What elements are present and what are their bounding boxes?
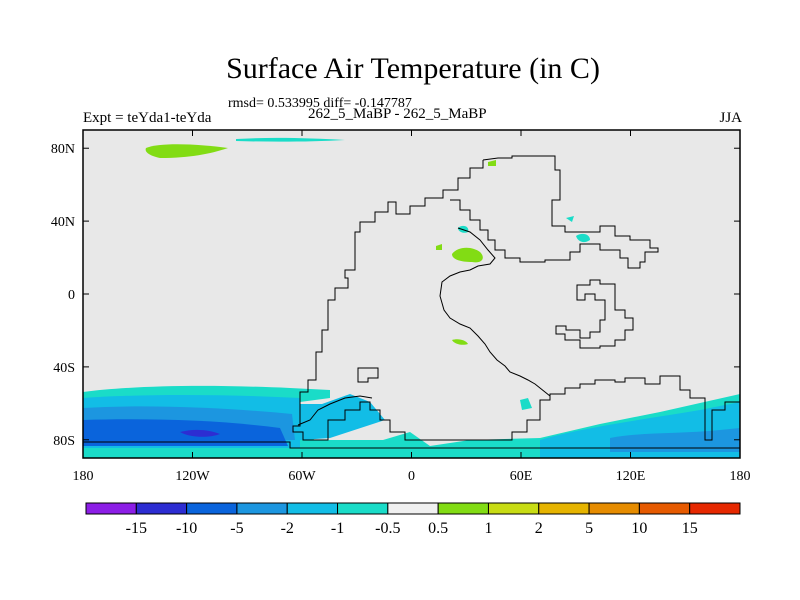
x-tick-label: 180 [73,469,94,484]
colorbar-swatch [135,502,188,515]
colorbar-label: -2 [281,520,294,537]
colorbar-swatch [236,502,288,515]
y-axis: 80N 40N 0 40S 80S [51,142,740,449]
anomaly-fill-north [145,137,590,410]
colorbar-swatch [85,502,137,515]
anomaly-region-darkblue-south [180,429,220,437]
x-axis: 180 120W 60W 0 60E 120E 180 [73,130,751,484]
colorbar-label: 5 [585,520,593,537]
x-tick-label: 60W [288,469,316,484]
anomaly-patch-south-green [452,339,468,345]
colorbar-label: 1 [484,520,492,537]
colorbar: -15 -10 -5 -2 -1 -0.5 0.5 1 2 5 10 15 [85,502,741,537]
colorbar-label: -15 [126,520,147,537]
anomaly-region-lightblue-east [610,428,740,452]
stats-text: rmsd= 0.533995 diff= -0.147787 [228,96,412,111]
colorbar-swatch [538,502,590,515]
colorbar-label: 15 [682,520,698,537]
anomaly-patch-small-green [436,244,442,250]
y-tick-label: 80S [53,434,75,449]
colorbar-swatch [286,502,339,515]
anomaly-patch-east-teal [576,233,590,243]
plot-title: Surface Air Temperature (in C) [226,52,600,85]
anomaly-patch-north-green [488,160,496,166]
colorbar-swatch [588,502,640,515]
anomaly-patch-south-teal [520,398,532,410]
colorbar-label: -5 [230,520,243,537]
x-tick-label: 120E [616,469,646,484]
colorbar-swatch [689,502,741,515]
season-label: JJA [719,110,742,126]
y-tick-label: 40N [51,215,75,230]
x-tick-label: 0 [408,469,415,484]
y-tick-label: 0 [68,288,75,303]
colorbar-label: -1 [331,520,344,537]
colorbar-label: -10 [176,520,197,537]
x-tick-label: 60E [510,469,533,484]
colorbar-label: 10 [631,520,647,537]
continent-outlines [83,155,740,449]
colorbar-swatch [487,502,540,515]
colorbar-swatch [387,502,439,515]
x-tick-label: 180 [730,469,751,484]
anomaly-fill-south [83,385,740,458]
colorbar-swatch [337,502,389,515]
y-tick-label: 80N [51,142,75,157]
anomaly-patch-small-teal [566,216,574,222]
comparison-label: 262_5_MaBP - 262_5_MaBP [308,106,487,122]
colorbar-swatch [638,502,691,515]
y-tick-label: 40S [53,361,75,376]
colorbar-label: -0.5 [375,520,400,537]
colorbar-label: 2 [535,520,543,537]
x-tick-label: 120W [175,469,210,484]
colorbar-swatch [186,502,238,515]
anomaly-patch-continent-green [452,247,483,263]
anomaly-patch-arctic-green [145,144,228,158]
anomaly-patch-arctic-teal [236,137,345,142]
experiment-label: Expt = teYda1-teYda [83,110,212,126]
colorbar-swatch [437,502,489,515]
colorbar-label: 0.5 [428,520,448,537]
